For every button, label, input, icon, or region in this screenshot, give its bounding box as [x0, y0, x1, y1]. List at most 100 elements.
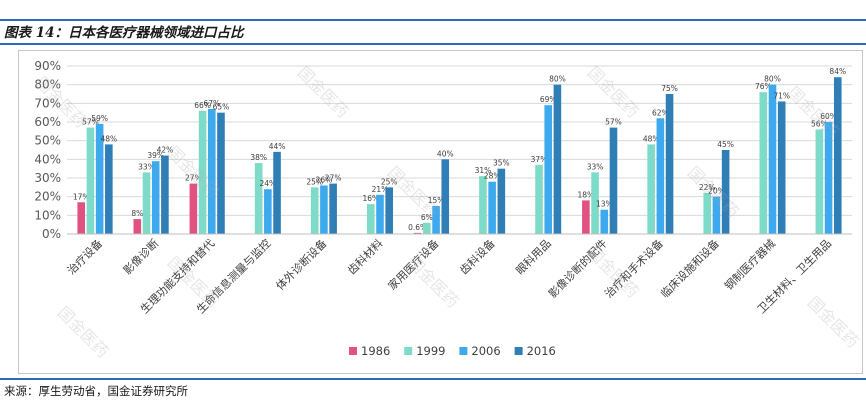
y-tick-label: 90%	[34, 59, 61, 73]
bar	[824, 122, 833, 234]
data-label: 33%	[587, 162, 604, 171]
bar	[142, 172, 151, 234]
y-tick-label: 60%	[34, 115, 61, 129]
bar	[376, 194, 384, 234]
bar	[609, 127, 618, 234]
data-label: 15%	[428, 196, 445, 205]
legend-swatch	[349, 347, 357, 355]
data-label: 69%	[540, 95, 557, 104]
bar	[77, 202, 86, 234]
bar	[656, 118, 665, 234]
bar	[759, 92, 768, 234]
bar	[665, 94, 674, 234]
data-label: 45%	[717, 140, 734, 149]
data-label: 48%	[100, 134, 117, 143]
data-label: 80%	[764, 75, 781, 84]
data-label: 67%	[203, 99, 220, 108]
data-label: 25%	[381, 177, 398, 186]
bar	[310, 187, 319, 234]
data-label: 18%	[578, 190, 595, 199]
legend-label: 1986	[361, 344, 390, 358]
bar	[712, 196, 721, 234]
legend-label: 1999	[416, 344, 445, 358]
bar	[273, 151, 281, 234]
x-tick-label: 齿科设备	[457, 236, 498, 277]
bar	[647, 144, 655, 234]
bar	[553, 84, 562, 234]
data-label: 35%	[493, 159, 510, 168]
data-label: 48%	[643, 134, 660, 143]
top-rule	[0, 19, 866, 21]
data-label: 28%	[484, 172, 501, 181]
bar	[320, 185, 328, 234]
bar	[161, 155, 169, 234]
data-label: 31%	[475, 166, 492, 175]
bar	[366, 204, 375, 234]
data-label: 44%	[269, 142, 286, 151]
data-label: 27%	[185, 174, 202, 183]
data-label: 25%	[306, 177, 323, 186]
y-tick-label: 0%	[42, 227, 61, 241]
x-tick-label: 家用医疗设备	[385, 236, 442, 293]
data-label: 56%	[811, 119, 828, 128]
bar	[721, 150, 730, 234]
data-label: 71%	[773, 91, 790, 100]
legend-swatch	[514, 347, 523, 355]
legend-label: 2016	[527, 344, 556, 358]
x-tick-label: 临床设施和设备	[658, 236, 722, 300]
bar	[488, 181, 496, 234]
bar	[833, 77, 842, 234]
data-label: 38%	[250, 153, 267, 162]
y-tick-label: 30%	[34, 171, 61, 185]
bar	[198, 110, 207, 234]
data-label: 26%	[316, 175, 333, 184]
data-label: 20%	[708, 187, 725, 196]
data-label: 57%	[82, 118, 99, 127]
figure-title: 图表 14：日本各医疗器械领域进口占比	[4, 25, 244, 41]
data-label: 40%	[437, 149, 454, 158]
data-label: 22%	[699, 183, 716, 192]
data-label: 75%	[661, 84, 678, 93]
bar	[497, 168, 506, 234]
data-label: 16%	[362, 194, 379, 203]
bar	[207, 108, 216, 234]
bottom-rule	[0, 378, 866, 380]
data-label: 66%	[194, 101, 211, 110]
y-tick-label: 50%	[34, 134, 61, 148]
bar	[189, 183, 198, 234]
bar	[254, 163, 263, 234]
bar	[413, 232, 422, 234]
x-tick-label: 体外诊断设备	[273, 236, 330, 293]
x-tick-label: 钢制医疗器械	[721, 236, 778, 293]
data-label: 37%	[531, 155, 548, 164]
data-label: 84%	[829, 67, 846, 76]
data-label: 17%	[73, 192, 90, 201]
data-label: 59%	[91, 114, 108, 123]
bar	[777, 101, 786, 234]
data-label: 0.6%	[408, 223, 427, 232]
bar	[600, 209, 609, 234]
data-label: 57%	[605, 118, 622, 127]
bar	[768, 84, 777, 234]
title-rule	[0, 43, 866, 45]
data-label: 21%	[372, 185, 389, 194]
data-label: 39%	[147, 151, 164, 160]
x-tick-label: 影像诊断	[120, 236, 161, 277]
x-tick-label: 齿科材料	[345, 236, 386, 277]
data-label: 65%	[213, 103, 230, 112]
legend-swatch	[459, 347, 468, 355]
data-label: 6%	[421, 213, 433, 222]
chart-area: 0% 10% 20% 30% 40% 50% 60% 70% 80% 90% 17% 57% 59% 48…	[18, 50, 863, 374]
bar	[133, 219, 142, 234]
bar-chart: 0%10%20%30%40%50%60%70%80%90%17%57%59%48…	[34, 59, 852, 358]
bar	[432, 206, 440, 234]
data-label: 13%	[596, 200, 613, 209]
bar	[535, 164, 543, 234]
bar	[264, 189, 272, 234]
y-tick-label: 70%	[34, 96, 61, 110]
x-tick-label: 眼科用品	[513, 236, 554, 277]
x-tick-label: 影像诊断的配件	[545, 236, 609, 300]
legend-swatch	[404, 347, 413, 355]
data-label: 42%	[157, 146, 174, 155]
data-label: 24%	[260, 179, 277, 188]
